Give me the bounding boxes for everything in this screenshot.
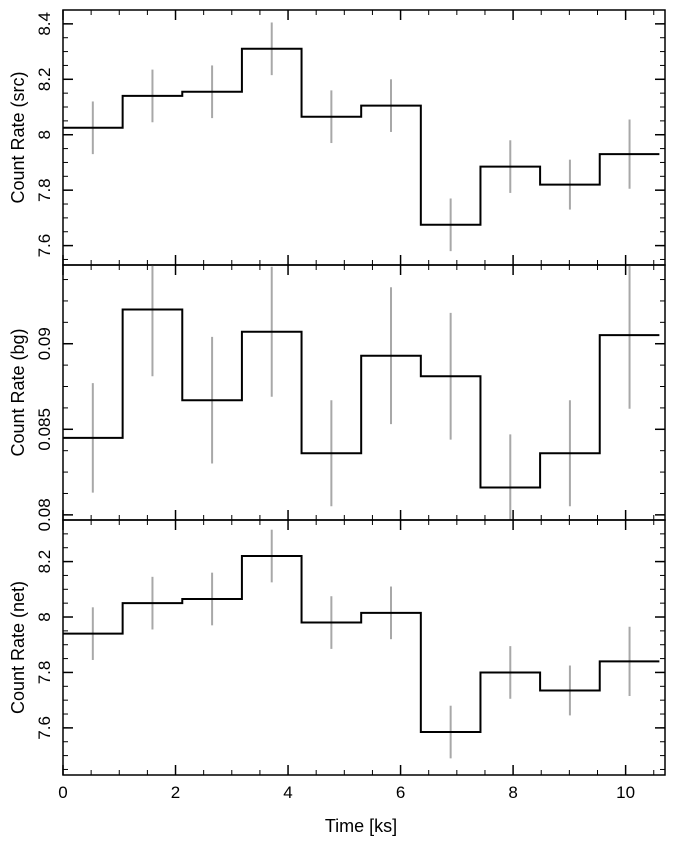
y-tick-label: 8	[35, 130, 54, 139]
x-tick-label: 4	[283, 783, 292, 802]
y-axis-label: Count Rate (bg)	[8, 328, 28, 456]
y-tick-label: 8.2	[35, 67, 54, 91]
y-tick-label: 7.6	[35, 716, 54, 740]
y-tick-label: 7.8	[35, 178, 54, 202]
x-tick-label: 0	[58, 783, 67, 802]
x-tick-label: 6	[396, 783, 405, 802]
plot-frame	[62, 519, 666, 776]
x-tick-label: 10	[616, 783, 635, 802]
chart-panel-3: 7.6 7.8 8 8.2 Count Rate (net) 0 2 4 6 8 10	[8, 519, 666, 802]
x-tick-label: 2	[171, 783, 180, 802]
x-tick-label: 8	[508, 783, 517, 802]
y-axis-label: Count Rate (src)	[8, 71, 28, 203]
step-line	[63, 555, 660, 734]
chart-panel-1: 7.6 7.8 8 8.2 8.4 Count Rate (src)	[8, 9, 666, 266]
plot-frame	[62, 9, 666, 266]
y-tick-label: 8	[35, 612, 54, 621]
y-tick-label: 0.085	[35, 408, 54, 451]
y-axis-label: Count Rate (net)	[8, 581, 28, 714]
y-tick-label: 8.4	[35, 12, 54, 36]
x-axis-label: Time [ks]	[325, 816, 397, 836]
step-line	[63, 47, 660, 226]
y-tick-label: 7.6	[35, 234, 54, 258]
y-tick-label: 0.09	[35, 327, 54, 360]
step-line	[63, 308, 660, 489]
y-tick-label: 7.8	[35, 661, 54, 685]
chart-panel-2: 0.08 0.085 0.09 Count Rate (bg)	[8, 264, 666, 531]
y-tick-label: 8.2	[35, 550, 54, 574]
y-tick-label: 0.08	[35, 498, 54, 531]
